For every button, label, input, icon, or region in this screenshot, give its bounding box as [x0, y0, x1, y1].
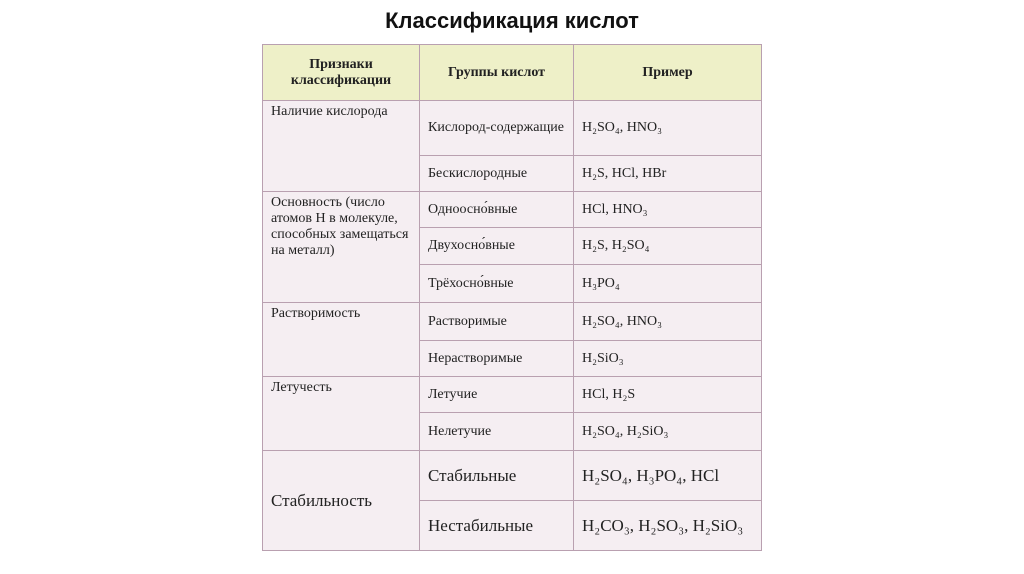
- feature-cell: Растворимость: [262, 302, 420, 377]
- example-cell: H₃PO₄: [573, 264, 762, 303]
- table-row: Основность (число атомов Н в молекуле, с…: [262, 191, 762, 303]
- feature-cell: Основность (число атомов Н в молекуле, с…: [262, 191, 420, 303]
- table-row: Бескислородные H₂S, HCl, HBr: [263, 155, 762, 192]
- feature-cell: Летучесть: [262, 376, 420, 451]
- feature-cell: Наличие кислорода: [262, 100, 420, 192]
- table-row: Нестабильные H₂CO₃, H₂SO₃, H₂SiO₃: [263, 500, 762, 551]
- example-cell: H₂SO₄, H₃PO₄, HCl: [573, 450, 762, 501]
- group-cell: Стабильные: [419, 450, 574, 501]
- table-row: Растворимость Растворимые H₂SO₄, HNO₃: [262, 302, 762, 377]
- group-cell: Нестабильные: [419, 500, 574, 551]
- group-cell: Двухосно́вные: [419, 227, 574, 265]
- header-row: Признаки классификации Группы кислот При…: [262, 44, 762, 101]
- table-row: Наличие кислорода Кислород-содержащие H₂SO…: [262, 100, 762, 192]
- table-row: Двухосно́вные H₂S, H₂SO₄: [263, 227, 762, 265]
- header-cell: Пример: [573, 44, 762, 101]
- classification-table: Признаки классификации Группы кислот При…: [262, 44, 762, 551]
- example-cell: HCl, H₂S: [573, 376, 762, 413]
- title: Классификация кислот: [385, 8, 639, 33]
- example-cell: H₂CO₃, H₂SO₃, H₂SiO₃: [573, 500, 762, 551]
- table-row: Трёхосно́вные H₃PO₄: [263, 264, 762, 303]
- table-row: Нерастворимые H₂SiO₃: [263, 340, 762, 377]
- table-row: Летучесть Летучие HCl, H₂S: [262, 376, 762, 451]
- group-cell: Одноосно́вные: [419, 191, 574, 228]
- group-cell: Летучие: [419, 376, 574, 413]
- example-cell: H₂S, H₂SO₄: [573, 227, 762, 265]
- group-cell: Кислород-содержащие: [419, 100, 574, 156]
- group-cell: Бескислородные: [419, 155, 574, 192]
- example-cell: HCl, HNO₃: [573, 191, 762, 228]
- table-row: Стабильность Стабильные H₂SO₄, H₃PO₄, HCl: [262, 450, 762, 551]
- group-cell: Нелетучие: [419, 412, 574, 451]
- header-cell: Признаки классификации: [262, 44, 420, 101]
- example-cell: H₂SO₄, HNO₃: [573, 302, 762, 341]
- example-cell: H₂SO₄, HNO₃: [573, 100, 762, 156]
- header-cell: Группы кислот: [419, 44, 574, 101]
- example-cell: H₂SO₄, H₂SiO₃: [573, 412, 762, 451]
- feature-cell: Стабильность: [262, 450, 420, 551]
- example-cell: H₂S, HCl, HBr: [573, 155, 762, 192]
- example-cell: H₂SiO₃: [573, 340, 762, 377]
- group-cell: Трёхосно́вные: [419, 264, 574, 303]
- group-cell: Нерастворимые: [419, 340, 574, 377]
- group-cell: Растворимые: [419, 302, 574, 341]
- table-row: Нелетучие H₂SO₄, H₂SiO₃: [263, 412, 762, 451]
